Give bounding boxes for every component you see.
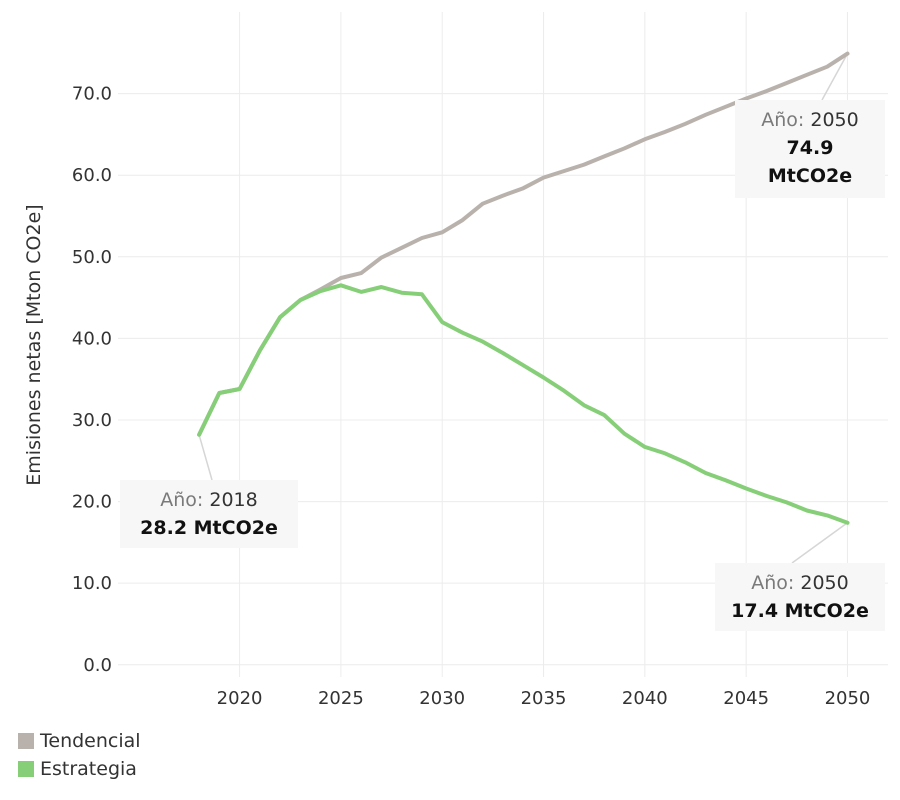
legend-swatch-estrategia: [18, 761, 34, 777]
y-tick-label: 10.0: [72, 573, 112, 594]
y-tick-label: 50.0: [72, 247, 112, 268]
legend-label-tendencial: Tendencial: [40, 730, 141, 752]
x-axis: 2020 2025 2030 2035 2040 2045 2050: [217, 688, 871, 709]
legend-label-estrategia: Estrategia: [40, 758, 137, 780]
x-tick-label: 2020: [217, 688, 263, 709]
annotation-estrategia-label: Año:: [751, 572, 795, 594]
y-axis: 0.0 10.0 20.0 30.0 40.0 50.0 60.0 70.0: [72, 84, 112, 676]
annotation-estrategia-end: Año: 2050 17.4 MtCO2e: [715, 563, 885, 631]
annotation-estrategia-year: 2050: [800, 572, 849, 594]
legend-swatch-tendencial: [18, 733, 34, 749]
annotation-tendencial-label: Año:: [761, 109, 805, 131]
annotation-connectors: [198, 53, 849, 564]
annotation-connector: [791, 522, 848, 564]
y-tick-label: 20.0: [72, 492, 112, 513]
annotation-connector: [198, 434, 213, 481]
y-tick-label: 30.0: [72, 410, 112, 431]
y-tick-label: 40.0: [72, 328, 112, 349]
annotation-start-label: Año:: [160, 489, 204, 511]
y-tick-label: 0.0: [83, 655, 112, 676]
annotation-estrategia-value: 17.4 MtCO2e: [731, 600, 869, 622]
annotation-tendencial-unit: MtCO2e: [767, 165, 853, 187]
x-tick-label: 2025: [318, 688, 364, 709]
annotation-connector: [821, 53, 849, 101]
annotation-tendencial-end: Año: 2050 74.9 MtCO2e: [735, 100, 885, 198]
series-line-estrategia[interactable]: [197, 283, 850, 525]
y-tick-label: 60.0: [72, 165, 112, 186]
y-axis-label: Emisiones netas [Mton CO2e]: [23, 204, 45, 485]
annotation-start: Año: 2018 28.2 MtCO2e: [120, 480, 298, 548]
y-tick-label: 70.0: [72, 84, 112, 105]
annotation-tendencial-value: 74.9: [786, 137, 834, 159]
annotation-start-year: 2018: [209, 489, 258, 511]
x-tick-label: 2045: [723, 688, 769, 709]
legend-item-estrategia[interactable]: Estrategia: [18, 755, 141, 783]
x-tick-label: 2040: [622, 688, 668, 709]
x-tick-label: 2035: [521, 688, 567, 709]
legend-item-tendencial[interactable]: Tendencial: [18, 727, 141, 755]
x-tick-label: 2030: [419, 688, 465, 709]
annotation-tendencial-year: 2050: [810, 109, 859, 131]
x-tick-label: 2050: [825, 688, 871, 709]
legend: Tendencial Estrategia: [18, 727, 141, 783]
annotation-start-value: 28.2 MtCO2e: [140, 517, 278, 539]
